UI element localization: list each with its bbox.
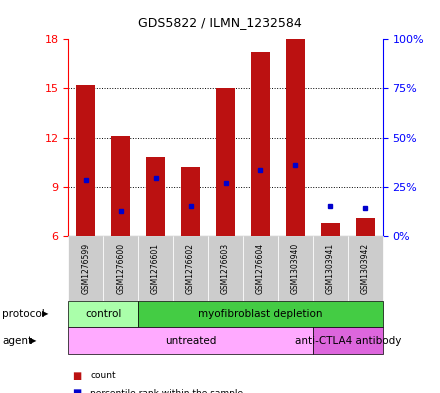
Text: protocol: protocol: [2, 309, 45, 319]
Text: ■: ■: [73, 388, 82, 393]
Text: ▶: ▶: [42, 310, 48, 318]
Text: ■: ■: [73, 371, 82, 381]
Text: GSM1303940: GSM1303940: [291, 242, 300, 294]
Bar: [356, 218, 375, 236]
Bar: [286, 39, 305, 236]
Bar: [146, 157, 165, 236]
Bar: [111, 136, 130, 236]
Text: agent: agent: [2, 336, 32, 346]
Text: GSM1276600: GSM1276600: [116, 242, 125, 294]
Text: GDS5822 / ILMN_1232584: GDS5822 / ILMN_1232584: [138, 16, 302, 29]
Bar: [76, 85, 95, 236]
Text: GSM1276599: GSM1276599: [81, 242, 90, 294]
Text: GSM1303942: GSM1303942: [361, 242, 370, 294]
Text: GSM1276604: GSM1276604: [256, 242, 265, 294]
Text: percentile rank within the sample: percentile rank within the sample: [90, 389, 243, 393]
Text: count: count: [90, 371, 116, 380]
Bar: [181, 167, 200, 236]
Text: myofibroblast depletion: myofibroblast depletion: [198, 309, 323, 319]
Text: GSM1276601: GSM1276601: [151, 243, 160, 294]
Bar: [321, 223, 340, 236]
Text: untreated: untreated: [165, 336, 216, 346]
Text: GSM1276603: GSM1276603: [221, 242, 230, 294]
Text: GSM1276602: GSM1276602: [186, 243, 195, 294]
Bar: [216, 88, 235, 236]
Text: anti-CTLA4 antibody: anti-CTLA4 antibody: [295, 336, 401, 346]
Bar: [251, 52, 270, 236]
Text: control: control: [85, 309, 121, 319]
Text: ▶: ▶: [30, 336, 37, 345]
Text: GSM1303941: GSM1303941: [326, 242, 335, 294]
